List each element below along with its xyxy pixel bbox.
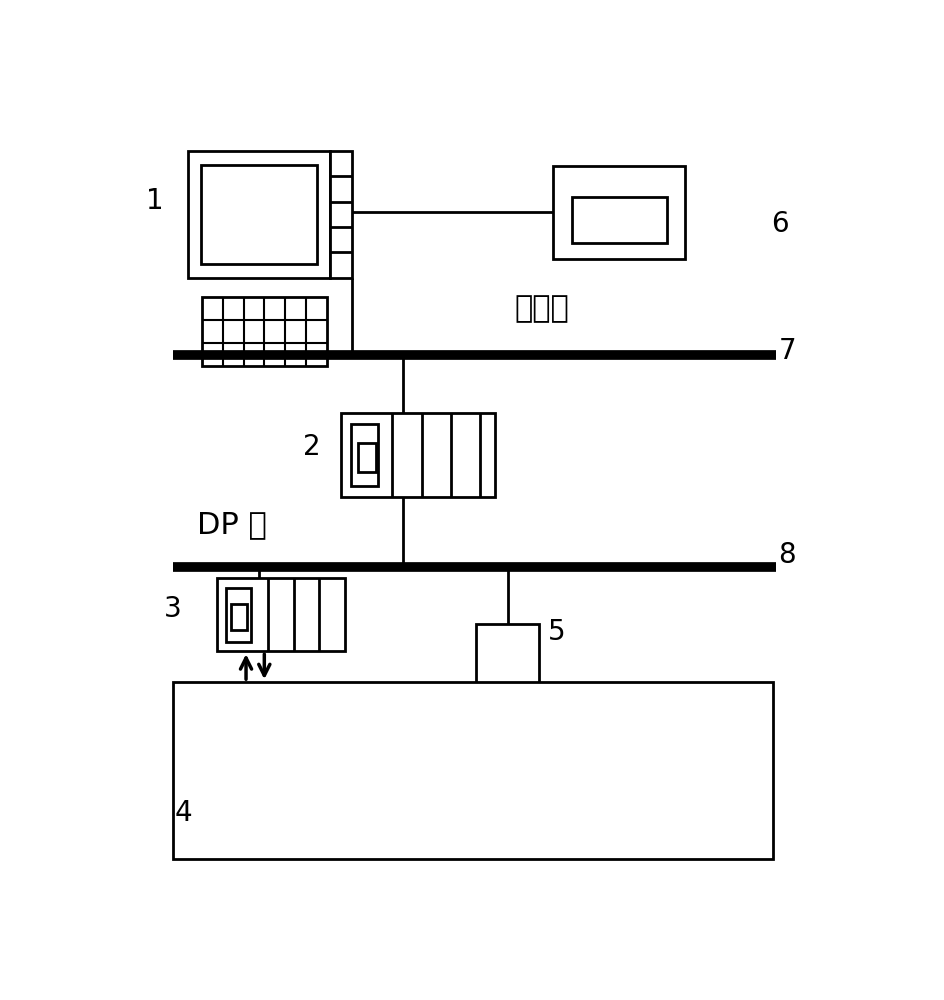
Bar xyxy=(201,165,317,264)
Bar xyxy=(341,413,495,497)
Bar xyxy=(477,624,539,736)
Text: 3: 3 xyxy=(164,595,182,623)
Text: 以太网: 以太网 xyxy=(515,294,569,323)
Bar xyxy=(553,166,685,259)
Text: 8: 8 xyxy=(779,541,796,569)
Text: 1: 1 xyxy=(145,187,163,215)
Text: 7: 7 xyxy=(779,337,796,365)
Text: 5: 5 xyxy=(548,618,565,646)
Bar xyxy=(217,578,345,651)
Bar xyxy=(231,604,247,630)
Bar xyxy=(330,151,352,278)
Text: 4: 4 xyxy=(175,799,193,827)
Bar xyxy=(358,443,377,472)
Bar xyxy=(350,424,379,486)
Text: 6: 6 xyxy=(771,210,789,238)
Bar xyxy=(202,297,327,366)
Text: 2: 2 xyxy=(303,433,321,461)
Bar xyxy=(173,682,773,859)
Bar xyxy=(571,197,666,243)
Bar xyxy=(226,588,251,642)
Text: DP 网: DP 网 xyxy=(196,510,266,539)
Bar xyxy=(188,151,330,278)
